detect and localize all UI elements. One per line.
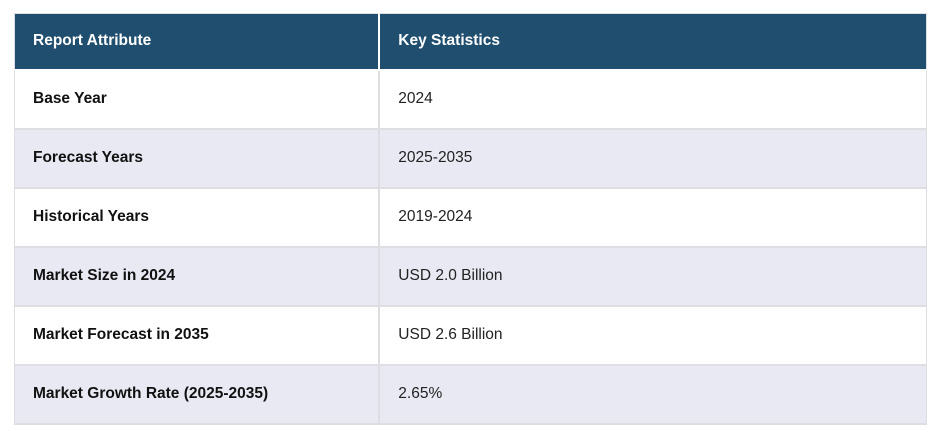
row-attribute: Base Year: [14, 68, 381, 130]
row-value: 2024: [378, 68, 928, 130]
row-value: USD 2.6 Billion: [378, 304, 928, 366]
table-row: Forecast Years 2025-2035: [14, 127, 928, 189]
row-attribute: Market Growth Rate (2025-2035): [14, 363, 381, 425]
column-header-report-attribute: Report Attribute: [14, 13, 381, 71]
row-attribute: Forecast Years: [14, 127, 381, 189]
report-statistics-table-container: Report Attribute Key Statistics Base Yea…: [14, 13, 928, 425]
row-value: 2019-2024: [378, 186, 928, 248]
table-header-row: Report Attribute Key Statistics: [14, 13, 928, 71]
table-row: Market Growth Rate (2025-2035) 2.65%: [14, 363, 928, 425]
row-value: 2025-2035: [378, 127, 928, 189]
table-row: Base Year 2024: [14, 68, 928, 130]
column-header-key-statistics: Key Statistics: [378, 13, 928, 71]
row-attribute: Market Forecast in 2035: [14, 304, 381, 366]
table-row: Market Size in 2024 USD 2.0 Billion: [14, 245, 928, 307]
row-attribute: Market Size in 2024: [14, 245, 381, 307]
row-value: USD 2.0 Billion: [378, 245, 928, 307]
row-attribute: Historical Years: [14, 186, 381, 248]
row-value: 2.65%: [378, 363, 928, 425]
table-row: Historical Years 2019-2024: [14, 186, 928, 248]
report-statistics-table: Report Attribute Key Statistics Base Yea…: [14, 13, 928, 425]
table-row: Market Forecast in 2035 USD 2.6 Billion: [14, 304, 928, 366]
